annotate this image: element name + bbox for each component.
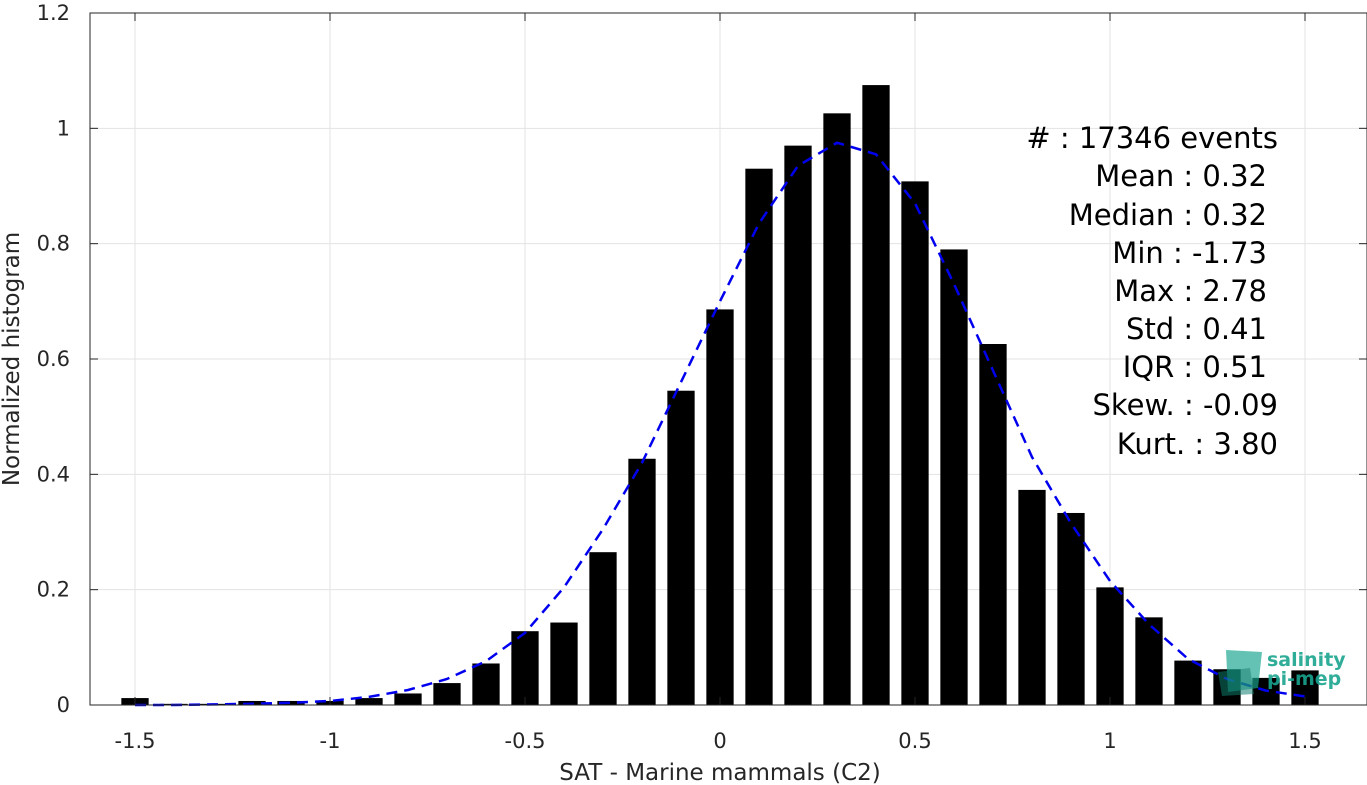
y-tick-label: 0.8 <box>37 232 70 256</box>
histogram-bar <box>1057 512 1085 705</box>
x-tick-label: 1.5 <box>1288 729 1321 753</box>
y-tick-label: 1.2 <box>37 1 70 25</box>
histogram-bar <box>901 181 929 706</box>
histogram-bar <box>472 663 500 705</box>
histogram-bar <box>706 309 734 705</box>
histogram-bar <box>1018 489 1046 705</box>
histogram-bar <box>979 344 1007 705</box>
logo-text-salinity: salinity <box>1267 649 1346 671</box>
histogram-bar <box>433 683 461 705</box>
histogram-bar <box>394 693 422 705</box>
histogram-bar <box>589 552 617 705</box>
stat-mean: Mean : 0.32 <box>1095 159 1267 193</box>
y-tick-label: 0.4 <box>37 462 70 486</box>
stat-iqr: IQR : 0.51 <box>1123 350 1267 384</box>
y-tick-label: 0.2 <box>37 578 70 602</box>
histogram-bar <box>1096 587 1124 705</box>
stat-median: Median : 0.32 <box>1069 198 1267 232</box>
y-axis-label: Normalized histogram <box>0 232 25 486</box>
bars <box>121 85 1319 706</box>
stat-std: Std : 0.41 <box>1126 312 1267 346</box>
y-tick-label: 0.6 <box>37 347 70 371</box>
x-tick-label: -1.5 <box>115 729 156 753</box>
histogram-bar <box>823 113 851 706</box>
y-tick-label: 1 <box>57 116 70 140</box>
x-axis-ticks: -1.5 -1 -0.5 0 0.5 1 1.5 <box>115 13 1322 753</box>
logo-text-pimep: pi-mep <box>1267 668 1341 690</box>
x-tick-label: 0.5 <box>898 729 931 753</box>
x-tick-label: 0 <box>713 729 726 753</box>
x-axis-label: SAT - Marine mammals (C2) <box>559 760 881 785</box>
stat-min: Min : -1.73 <box>1112 236 1267 270</box>
histogram-bar <box>667 390 695 705</box>
stats-box: # : 17346 events Mean : 0.32 Median : 0.… <box>1026 121 1278 461</box>
stat-max: Max : 2.78 <box>1114 274 1267 308</box>
stat-kurt: Kurt. : 3.80 <box>1117 427 1278 461</box>
histogram-bar <box>940 249 968 705</box>
x-tick-label: -0.5 <box>505 729 546 753</box>
histogram-bar <box>355 698 383 705</box>
histogram-bar <box>277 700 305 705</box>
histogram-bar <box>511 631 539 705</box>
stat-events: # : 17346 events <box>1026 121 1278 155</box>
salinity-pimep-logo: salinity pi-mep <box>1218 649 1346 696</box>
logo-mark-shadow-icon <box>1218 668 1254 696</box>
histogram-bar <box>628 458 656 705</box>
y-tick-label: 0 <box>57 693 70 717</box>
histogram-bar <box>1135 617 1163 705</box>
histogram-bar <box>784 145 812 706</box>
histogram-bar <box>745 168 773 705</box>
x-tick-label: 1 <box>1103 729 1116 753</box>
stat-skew: Skew. : -0.09 <box>1092 388 1278 422</box>
histogram-bar <box>550 622 578 705</box>
y-axis-ticks: 0 0.2 0.4 0.6 0.8 1 1.2 <box>37 1 1367 717</box>
histogram-bar <box>1174 660 1202 705</box>
x-tick-label: -1 <box>320 729 341 753</box>
histogram-bar <box>862 85 890 706</box>
